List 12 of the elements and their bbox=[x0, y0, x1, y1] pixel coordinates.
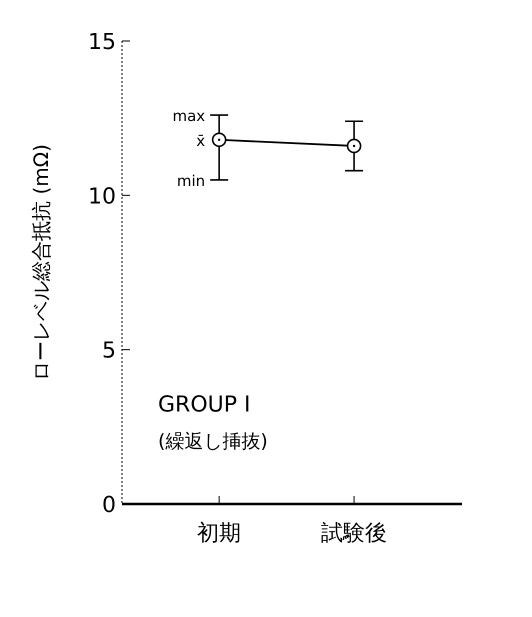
y-tick-label: 5 bbox=[102, 338, 116, 364]
annotation: max bbox=[172, 107, 206, 126]
y-axis-title: ローレベル総合抵抗 (mΩ) bbox=[29, 144, 53, 381]
y-tick-label: 15 bbox=[88, 30, 116, 55]
x-tick-label: 試験後 bbox=[321, 521, 388, 546]
annotation: GROUP I bbox=[158, 392, 251, 418]
y-tick-label: 10 bbox=[88, 184, 116, 210]
y-tick-label: 0 bbox=[102, 493, 116, 518]
x-tick-label: 初期 bbox=[197, 521, 242, 546]
annotation: min bbox=[176, 172, 206, 190]
annotation: x̄ bbox=[196, 132, 206, 150]
annotation: (繰返し挿抜) bbox=[158, 430, 268, 452]
